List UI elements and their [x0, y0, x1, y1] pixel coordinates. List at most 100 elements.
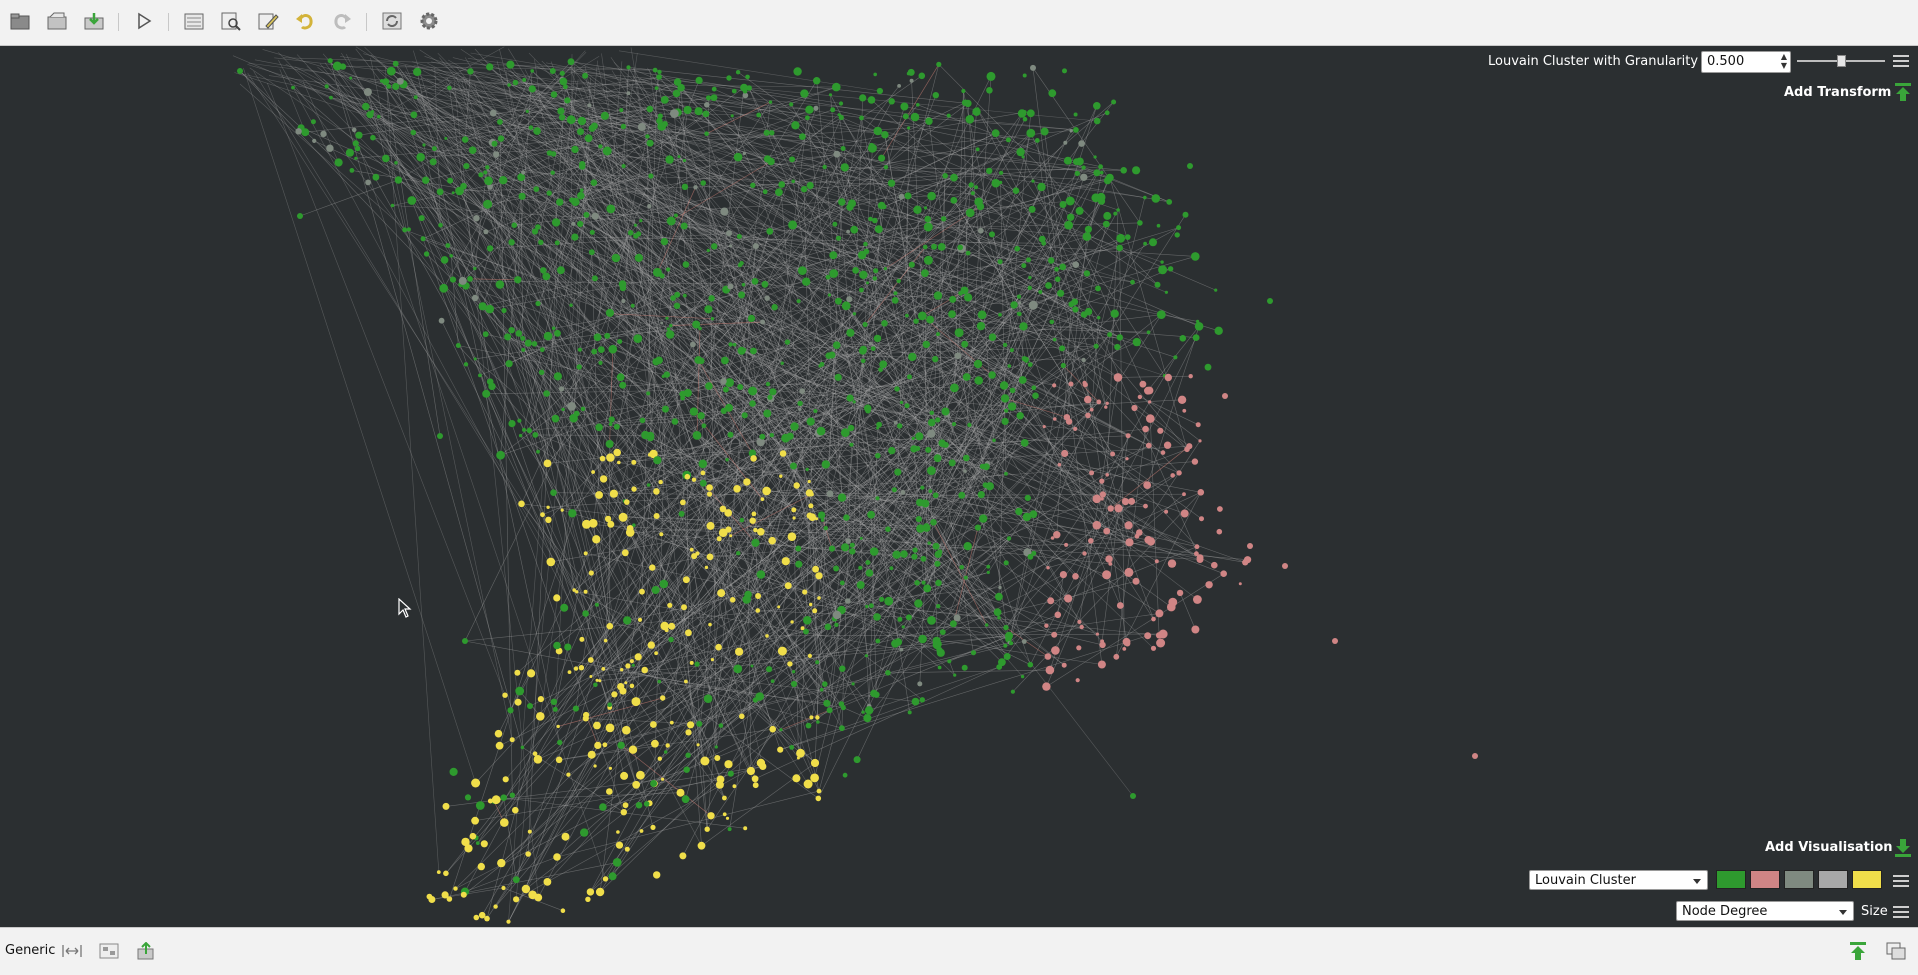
- graph-node: [743, 152, 746, 155]
- graph-node: [1158, 265, 1167, 274]
- graph-node: [1021, 675, 1024, 678]
- graph-node: [717, 776, 725, 784]
- graph-node: [487, 378, 494, 385]
- transform-menu-icon[interactable]: [1893, 53, 1909, 67]
- graph-node: [964, 576, 968, 580]
- redo-icon[interactable]: [329, 8, 355, 34]
- graph-node: [556, 757, 563, 764]
- graph-node: [995, 593, 1003, 601]
- graph-node: [767, 395, 772, 400]
- graph-node: [520, 336, 525, 341]
- granularity-spinbox[interactable]: 0.500 ▲▼: [1701, 51, 1791, 73]
- clear-icon[interactable]: [181, 8, 207, 34]
- color-swatch[interactable]: [1852, 870, 1882, 889]
- graph-node: [611, 691, 617, 697]
- graph-node: [703, 111, 710, 118]
- edit-icon[interactable]: [255, 8, 281, 34]
- refresh-icon[interactable]: [379, 8, 405, 34]
- window-icon[interactable]: [1885, 940, 1907, 962]
- graph-node: [881, 320, 888, 327]
- upload-icon[interactable]: [1847, 940, 1869, 962]
- graph-node: [609, 345, 618, 354]
- graph-node: [593, 722, 601, 730]
- add-visualisation-button[interactable]: Add Visualisation: [1765, 840, 1893, 855]
- graph-node: [535, 301, 540, 306]
- graph-node: [1045, 653, 1052, 660]
- add-transform-button[interactable]: Add Transform: [1784, 85, 1891, 100]
- graph-visualisation[interactable]: [0, 46, 1918, 927]
- graph-node: [650, 780, 657, 787]
- graph-edge: [934, 522, 987, 625]
- open-project-icon[interactable]: [7, 8, 33, 34]
- color-swatch[interactable]: [1784, 870, 1814, 889]
- graph-node: [634, 224, 637, 227]
- size-menu-icon[interactable]: [1893, 904, 1909, 918]
- graph-node: [444, 137, 447, 140]
- graph-node: [578, 117, 586, 125]
- graph-node: [1093, 521, 1102, 530]
- graph-node: [1062, 663, 1067, 668]
- search-icon[interactable]: [218, 8, 244, 34]
- graph-node: [439, 318, 445, 324]
- graph-node: [659, 532, 663, 536]
- graph-node: [791, 180, 795, 184]
- add-visualisation-icon[interactable]: [1894, 838, 1912, 862]
- graph-node: [917, 681, 922, 686]
- color-menu-icon[interactable]: [1893, 873, 1909, 887]
- graph-node: [1137, 220, 1143, 226]
- color-swatch[interactable]: [1818, 870, 1848, 889]
- graph-node: [1083, 232, 1092, 241]
- undo-icon[interactable]: [292, 8, 318, 34]
- slider-handle[interactable]: [1837, 55, 1846, 67]
- export-icon[interactable]: [135, 940, 157, 962]
- graph-node: [527, 669, 535, 677]
- graph-node: [1176, 225, 1181, 230]
- graph-node: [953, 674, 956, 677]
- color-swatch[interactable]: [1750, 870, 1780, 889]
- graph-node: [756, 608, 761, 613]
- graph-node: [320, 131, 326, 137]
- graph-node: [1017, 295, 1021, 299]
- graph-node: [1151, 646, 1156, 651]
- graph-node: [918, 635, 927, 644]
- graph-node: [683, 159, 686, 162]
- add-transform-icon[interactable]: [1894, 82, 1912, 106]
- graph-node: [1214, 289, 1217, 292]
- graph-node: [1111, 100, 1116, 105]
- graph-node: [1075, 171, 1080, 176]
- graph-node: [928, 419, 936, 427]
- graph-node: [736, 551, 740, 555]
- graph-node: [619, 382, 626, 389]
- graph-node: [1100, 491, 1106, 497]
- color-swatch[interactable]: [1716, 870, 1746, 889]
- graph-node: [1019, 322, 1027, 330]
- play-icon[interactable]: [131, 8, 157, 34]
- graph-node: [562, 833, 570, 841]
- graph-node: [1023, 513, 1031, 521]
- fit-view-icon[interactable]: [61, 940, 83, 962]
- snapshot-icon[interactable]: [98, 940, 120, 962]
- graph-node: [829, 251, 837, 259]
- graph-node: [1199, 516, 1204, 521]
- granularity-slider[interactable]: [1797, 55, 1885, 67]
- graph-node: [868, 144, 877, 153]
- graph-canvas[interactable]: [0, 46, 1918, 927]
- graph-node: [1144, 632, 1151, 639]
- graph-node: [873, 268, 878, 273]
- open-file-icon[interactable]: [44, 8, 70, 34]
- size-by-select[interactable]: Node Degree: [1676, 901, 1854, 921]
- graph-node: [900, 401, 903, 404]
- graph-node: [763, 189, 768, 194]
- save-icon[interactable]: [81, 8, 107, 34]
- graph-node: [450, 768, 458, 776]
- graph-node: [508, 327, 514, 333]
- color-by-select[interactable]: Louvain Cluster: [1529, 870, 1708, 890]
- graph-node: [863, 242, 868, 247]
- graph-node: [622, 549, 629, 556]
- spin-arrows-icon[interactable]: ▲▼: [1781, 52, 1787, 70]
- settings-gear-icon[interactable]: [416, 8, 442, 34]
- graph-node: [895, 638, 903, 646]
- graph-node: [794, 482, 800, 488]
- graph-node: [684, 389, 692, 397]
- graph-node: [449, 254, 453, 258]
